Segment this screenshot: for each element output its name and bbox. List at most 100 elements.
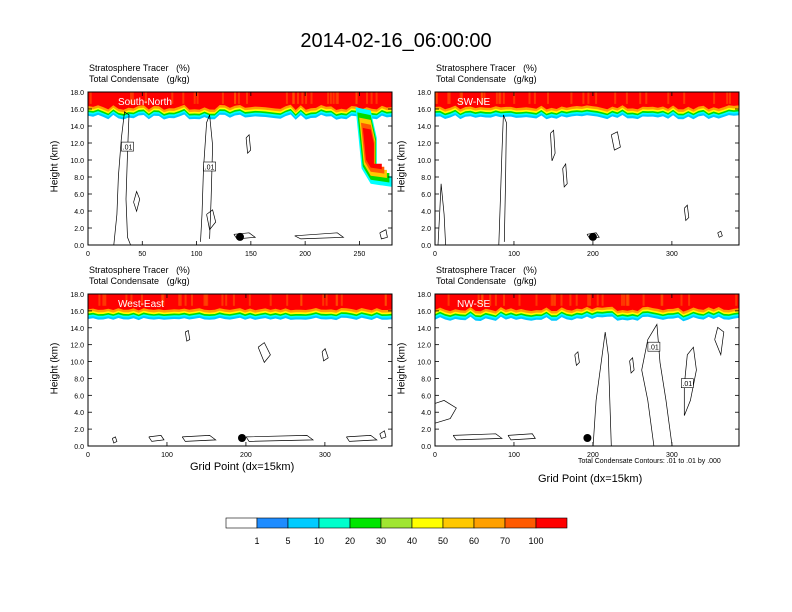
colorbar-label: 30 [376, 536, 386, 546]
x-tick-label: 100 [508, 251, 520, 258]
plot-background [435, 92, 739, 245]
y-tick-label: 14.0 [417, 124, 431, 131]
tracer-streak [498, 92, 501, 104]
tracer-streak [322, 294, 325, 306]
y-tick-label: 12.0 [417, 141, 431, 148]
colorbar-label: 5 [285, 536, 290, 546]
y-tick-label: 18.0 [70, 292, 84, 299]
tracer-streak [184, 294, 187, 306]
tracer-streak [570, 92, 573, 104]
condensate-contour [437, 183, 446, 246]
tracer-streak [336, 92, 339, 104]
condensate-contour [498, 114, 507, 246]
tracer-streak [161, 294, 164, 306]
condensate-contour [714, 326, 725, 357]
tracer-streak [680, 294, 683, 306]
contour-label: .01 [649, 345, 659, 352]
condensate-contour [452, 433, 503, 441]
colorbar-label: 40 [407, 536, 417, 546]
tracer-streak [550, 294, 553, 306]
condensate-contour [148, 435, 165, 442]
tracer-streak [589, 294, 592, 306]
y-tick-label: 18.0 [70, 90, 84, 97]
tracer-streak [481, 294, 483, 306]
y-tick-label: 14.0 [417, 326, 431, 333]
colorbar-swatch [287, 517, 320, 529]
condensate-contour [434, 400, 457, 424]
tracer-streak [248, 294, 251, 306]
tracer-streak [528, 92, 531, 104]
y-tick-label: 10.0 [70, 360, 84, 367]
y-axis-title-1: Height (km) [49, 140, 61, 193]
plot-frame [87, 293, 393, 447]
tracer-streak [639, 92, 642, 104]
y-tick-label: 12.0 [417, 343, 431, 350]
x-axis-title-right: Grid Point (dx=15km) [538, 473, 643, 485]
tracer-streak [569, 294, 572, 306]
tracer-streak [335, 92, 338, 104]
tracer-plume [362, 127, 382, 170]
tracer-streak [329, 92, 332, 104]
panel-label: SW-NE [457, 97, 490, 108]
colorbar-label: 1 [254, 536, 259, 546]
condensate-units: (g/kg) [166, 74, 190, 84]
contour-note: Total Condensate Contours: .01 to .01 by… [578, 458, 721, 465]
y-tick-label: 10.0 [70, 158, 84, 165]
y-tick-label: 4.0 [421, 209, 431, 216]
tracer-streak [191, 294, 193, 306]
tracer-units: (%) [176, 265, 191, 275]
tracer-label: Stratosphere Tracer [89, 265, 169, 275]
tracer-streak [225, 294, 228, 306]
tracer-streak [196, 92, 199, 104]
location-marker [583, 434, 592, 442]
y-axis-title-3: Height (km) [49, 342, 61, 395]
condensate-contour [257, 342, 271, 364]
tracer-streak [206, 294, 209, 306]
tracer-streak [582, 92, 585, 104]
condensate-contour [321, 348, 329, 362]
tracer-streak [171, 92, 174, 104]
y-tick-label: 18.0 [417, 292, 431, 299]
tracer-streak [626, 294, 629, 306]
y-tick-label: 12.0 [70, 343, 84, 350]
tracer-band [435, 92, 739, 110]
tracer-streak [221, 294, 224, 306]
panel-header-2: Stratosphere Tracer (%) Total Condensate… [436, 63, 537, 85]
tracer-streak [285, 92, 288, 104]
location-marker [588, 232, 597, 241]
tracer-streak [234, 92, 237, 104]
tracer-streak [366, 92, 368, 104]
tracer-streak [98, 294, 101, 306]
tracer-streak [447, 294, 450, 306]
tracer-streak [688, 294, 691, 306]
tracer-streak [130, 294, 133, 306]
colorbar-swatch [473, 517, 506, 529]
tracer-streak [621, 294, 623, 306]
condensate-label: Total Condensate [436, 74, 507, 84]
condensate-label: Total Condensate [436, 276, 507, 286]
x-axis-title-left: Grid Point (dx=15km) [190, 461, 295, 473]
colorbar: 1 5 10 20 30 40 50 60 70 100 [225, 517, 568, 546]
tracer-streak [292, 92, 294, 104]
tracer-streak [340, 294, 343, 306]
y-tick-label: 2.0 [421, 427, 431, 434]
tracer-streak [237, 92, 240, 104]
tracer-streak [683, 92, 686, 104]
tracer-streak [547, 92, 549, 104]
tracer-streak [587, 92, 590, 104]
tracer-streak [489, 294, 492, 306]
x-tick-label: 150 [245, 251, 257, 258]
tracer-streak [141, 294, 143, 306]
contour-label: .01 [123, 145, 133, 152]
panel-label: West-East [118, 299, 164, 310]
colorbar-label: 100 [528, 536, 543, 546]
tracer-streak [503, 294, 505, 306]
condensate-contour [113, 111, 131, 246]
tracer-streak [301, 92, 304, 104]
colorbar-swatch [380, 517, 413, 529]
colorbar-swatch [225, 517, 258, 529]
tracer-streak [502, 92, 505, 104]
condensate-contour [245, 435, 315, 442]
tracer-streak [560, 294, 563, 306]
y-tick-label: 0.0 [421, 444, 431, 451]
